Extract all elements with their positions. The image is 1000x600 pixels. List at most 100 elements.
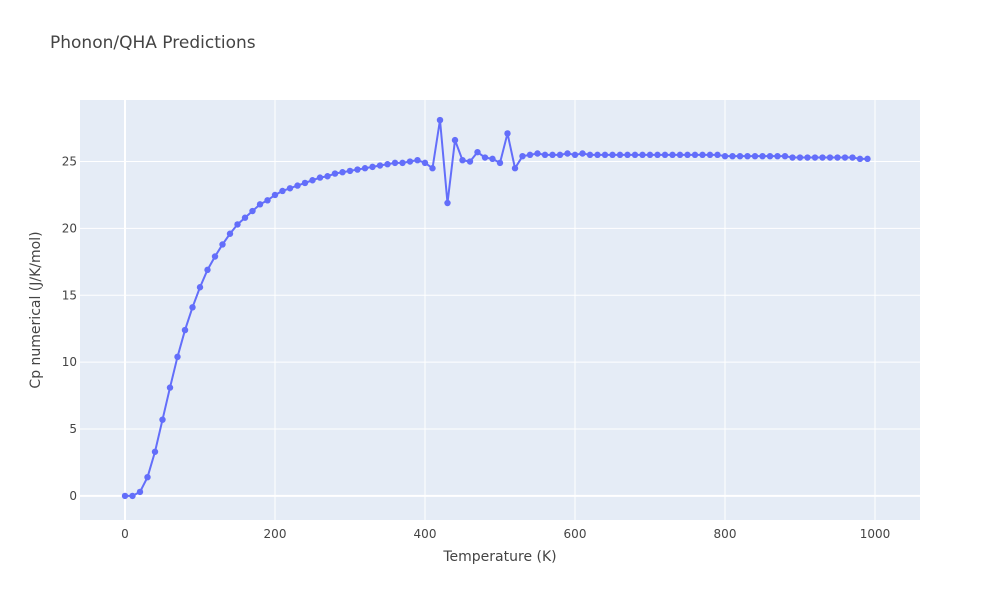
- data-point[interactable]: [376, 162, 384, 169]
- data-point[interactable]: [166, 384, 174, 391]
- data-point[interactable]: [151, 448, 159, 455]
- data-point[interactable]: [526, 151, 534, 159]
- data-point[interactable]: [534, 150, 541, 157]
- data-point[interactable]: [129, 492, 136, 500]
- data-point[interactable]: [781, 152, 789, 160]
- data-point[interactable]: [466, 158, 474, 165]
- data-point[interactable]: [699, 151, 706, 159]
- data-point[interactable]: [219, 241, 226, 248]
- data-point[interactable]: [414, 156, 421, 164]
- data-point[interactable]: [616, 151, 624, 159]
- data-point[interactable]: [121, 492, 129, 500]
- data-point[interactable]: [316, 174, 324, 181]
- data-point[interactable]: [744, 152, 751, 160]
- data-point[interactable]: [264, 197, 271, 204]
- data-point[interactable]: [511, 165, 519, 172]
- data-point[interactable]: [631, 151, 639, 159]
- data-point[interactable]: [669, 151, 676, 159]
- data-point[interactable]: [624, 151, 631, 159]
- data-point[interactable]: [234, 221, 241, 228]
- data-point[interactable]: [309, 177, 316, 184]
- data-point[interactable]: [279, 187, 286, 195]
- data-point[interactable]: [301, 179, 309, 187]
- data-point[interactable]: [804, 154, 811, 161]
- data-point[interactable]: [549, 151, 556, 159]
- data-point[interactable]: [849, 154, 856, 161]
- data-point[interactable]: [864, 155, 871, 163]
- data-point[interactable]: [541, 151, 549, 159]
- data-point[interactable]: [399, 159, 406, 167]
- data-point[interactable]: [811, 154, 819, 161]
- data-point[interactable]: [639, 151, 646, 159]
- data-point[interactable]: [586, 151, 594, 159]
- data-point[interactable]: [384, 161, 391, 168]
- data-point[interactable]: [489, 155, 496, 163]
- data-point[interactable]: [819, 154, 826, 161]
- data-point[interactable]: [609, 151, 616, 159]
- data-point[interactable]: [796, 154, 804, 161]
- data-point[interactable]: [226, 230, 234, 237]
- data-point[interactable]: [676, 151, 684, 159]
- data-point[interactable]: [144, 473, 151, 481]
- data-point[interactable]: [369, 163, 376, 171]
- data-point[interactable]: [721, 152, 729, 160]
- data-point[interactable]: [451, 136, 459, 144]
- data-point[interactable]: [601, 151, 609, 159]
- data-point[interactable]: [706, 151, 714, 159]
- data-point[interactable]: [654, 151, 661, 159]
- data-point[interactable]: [286, 185, 294, 192]
- data-point[interactable]: [729, 152, 736, 160]
- data-point[interactable]: [579, 150, 586, 157]
- data-point[interactable]: [594, 151, 601, 159]
- data-point[interactable]: [496, 159, 504, 167]
- data-point[interactable]: [339, 169, 346, 176]
- data-point[interactable]: [406, 158, 414, 165]
- data-point[interactable]: [481, 154, 489, 161]
- data-point[interactable]: [504, 130, 511, 137]
- data-point[interactable]: [474, 148, 481, 156]
- data-point[interactable]: [211, 253, 219, 260]
- data-point[interactable]: [841, 154, 849, 161]
- data-point[interactable]: [736, 152, 744, 160]
- data-point[interactable]: [324, 173, 331, 180]
- data-point[interactable]: [684, 151, 691, 159]
- data-point[interactable]: [421, 159, 429, 167]
- data-point[interactable]: [519, 152, 526, 160]
- data-point[interactable]: [249, 207, 256, 215]
- data-point[interactable]: [361, 165, 369, 172]
- data-point[interactable]: [714, 151, 721, 159]
- data-point[interactable]: [174, 353, 181, 361]
- data-point[interactable]: [856, 155, 864, 163]
- data-point[interactable]: [189, 304, 196, 311]
- data-point[interactable]: [204, 266, 211, 274]
- data-point[interactable]: [181, 326, 189, 334]
- data-point[interactable]: [661, 151, 669, 159]
- data-point[interactable]: [331, 170, 339, 177]
- data-point[interactable]: [136, 488, 144, 496]
- data-point[interactable]: [826, 154, 834, 161]
- data-point[interactable]: [751, 152, 759, 160]
- data-point[interactable]: [759, 152, 766, 160]
- data-point[interactable]: [354, 166, 361, 173]
- data-point[interactable]: [294, 182, 301, 189]
- data-point[interactable]: [429, 165, 436, 172]
- data-point[interactable]: [774, 152, 781, 160]
- data-point[interactable]: [346, 167, 354, 175]
- data-point[interactable]: [766, 152, 774, 160]
- data-point[interactable]: [691, 151, 699, 159]
- data-point[interactable]: [241, 214, 249, 221]
- data-point[interactable]: [391, 159, 399, 167]
- data-point[interactable]: [564, 150, 571, 157]
- data-point[interactable]: [459, 156, 466, 164]
- data-point[interactable]: [646, 151, 654, 159]
- data-point[interactable]: [196, 284, 204, 291]
- plot-area[interactable]: [80, 100, 920, 520]
- data-point[interactable]: [159, 416, 166, 423]
- data-point[interactable]: [444, 199, 451, 207]
- data-point[interactable]: [271, 191, 279, 199]
- data-point[interactable]: [834, 154, 841, 161]
- data-point[interactable]: [256, 201, 264, 208]
- data-point[interactable]: [571, 151, 579, 159]
- data-point[interactable]: [556, 151, 564, 159]
